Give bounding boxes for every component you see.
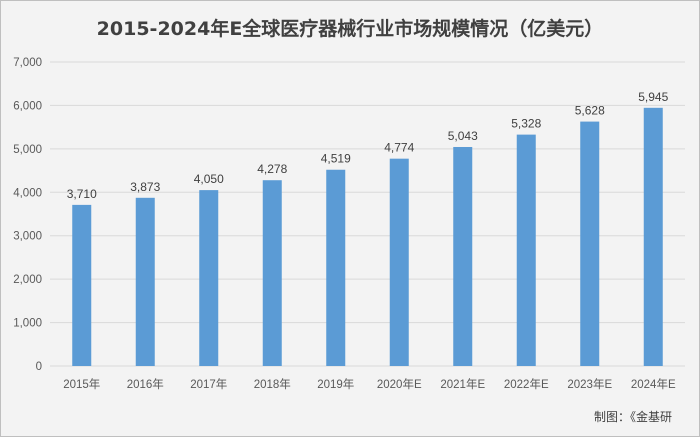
bar bbox=[516, 134, 536, 366]
y-tick-label: 6,000 bbox=[13, 100, 42, 112]
x-tick-label: 2024年E bbox=[631, 377, 676, 391]
gridlines bbox=[50, 61, 685, 367]
data-label: 4,050 bbox=[194, 172, 224, 186]
bar bbox=[199, 190, 219, 366]
bar bbox=[72, 204, 92, 366]
bar bbox=[643, 107, 663, 367]
data-label: 5,043 bbox=[448, 129, 478, 143]
source-note: 制图：《金基研 bbox=[593, 410, 672, 424]
bars bbox=[72, 107, 663, 367]
x-tick-label: 2018年 bbox=[254, 377, 291, 391]
data-label: 5,945 bbox=[638, 90, 668, 104]
bar bbox=[389, 158, 409, 366]
y-tick-label: 5,000 bbox=[13, 144, 42, 156]
x-tick-label: 2016年 bbox=[127, 377, 164, 391]
x-tick-label: 2023年E bbox=[567, 377, 612, 391]
x-tick-label: 2015年 bbox=[63, 377, 100, 391]
chart-title: 2015-2024年E全球医疗器械行业市场规模情况（亿美元） bbox=[96, 18, 604, 40]
y-tick-label: 2,000 bbox=[13, 274, 42, 286]
bar bbox=[453, 146, 473, 366]
data-label: 4,774 bbox=[384, 141, 414, 155]
y-tick-label: 0 bbox=[36, 361, 42, 373]
x-tick-label: 2021年E bbox=[440, 377, 485, 391]
bar bbox=[326, 169, 346, 366]
x-tick-label: 2017年 bbox=[190, 377, 227, 391]
data-label: 3,710 bbox=[67, 187, 97, 201]
bar bbox=[262, 180, 282, 366]
data-label: 5,328 bbox=[511, 117, 541, 131]
y-tick-label: 7,000 bbox=[13, 57, 42, 69]
data-label: 4,519 bbox=[321, 152, 351, 166]
y-tick-label: 1,000 bbox=[13, 318, 42, 330]
x-axis: 2015年 2016年 2017年 2018年 2019年 2020年E 2021年E 202… bbox=[63, 377, 676, 391]
y-axis: 0 1,000 2,000 3,000 4,000 5,000 6,000 7,000 bbox=[13, 57, 42, 373]
y-tick-label: 3,000 bbox=[13, 231, 42, 243]
y-tick-label: 4,000 bbox=[13, 187, 42, 199]
x-tick-label: 2019年 bbox=[317, 377, 354, 391]
data-labels: 3,710 3,873 4,050 4,278 4,519 4,774 5,043 5,328… bbox=[67, 90, 669, 201]
data-label: 5,628 bbox=[575, 104, 605, 118]
x-tick-label: 2020年E bbox=[377, 377, 422, 391]
x-tick-label: 2022年E bbox=[504, 377, 549, 391]
data-label: 4,278 bbox=[257, 162, 287, 176]
bar bbox=[580, 121, 600, 366]
bar bbox=[135, 197, 155, 366]
data-label: 3,873 bbox=[130, 180, 160, 194]
